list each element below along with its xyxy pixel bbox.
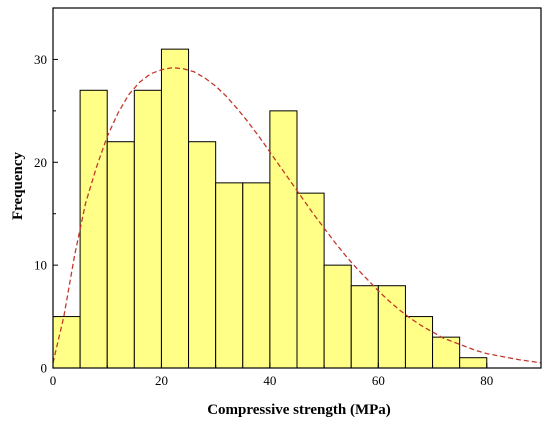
y-tick-label-30: 30 xyxy=(34,52,47,67)
x-axis-title: Compressive strength (MPa) xyxy=(207,402,391,418)
histogram-bar-15-20 xyxy=(133,89,162,369)
ticks-layer: 0 20 40 60 80 0 10 20 30 xyxy=(34,52,493,388)
histogram-bar-40-45 xyxy=(269,110,298,369)
y-axis-title: Frequency xyxy=(10,151,26,220)
histogram-bar-35-40 xyxy=(242,182,271,369)
x-tick-label-60: 60 xyxy=(372,373,385,388)
bars-layer xyxy=(52,48,488,369)
fit-curve xyxy=(52,67,542,364)
histogram-bar-5-10 xyxy=(79,89,108,369)
x-tick-label-40: 40 xyxy=(263,373,276,388)
histogram-bar-10-15 xyxy=(106,141,135,369)
histogram-bar-45-50 xyxy=(296,192,325,369)
histogram-bar-75-80 xyxy=(459,357,488,369)
y-tick-label-0: 0 xyxy=(41,361,48,376)
x-tick-label-20: 20 xyxy=(155,373,168,388)
histogram-bar-50-55 xyxy=(323,264,352,369)
histogram-bar-65-70 xyxy=(404,316,434,369)
y-tick-label-10: 10 xyxy=(34,258,47,273)
histogram-bar-55-60 xyxy=(350,285,379,369)
histogram-bar-30-35 xyxy=(215,182,244,369)
plot-frame xyxy=(52,7,542,369)
histogram-bar-0-5 xyxy=(52,316,81,369)
histogram-bar-60-65 xyxy=(377,285,406,369)
x-tick-label-0: 0 xyxy=(50,373,57,388)
axes-layer xyxy=(52,7,542,369)
histogram-bar-25-30 xyxy=(188,141,217,369)
x-tick-label-80: 80 xyxy=(480,373,493,388)
histogram-bar-70-75 xyxy=(432,336,461,369)
histogram-bar-20-25 xyxy=(160,48,190,369)
y-tick-label-20: 20 xyxy=(34,155,47,170)
curve-layer xyxy=(52,67,542,364)
